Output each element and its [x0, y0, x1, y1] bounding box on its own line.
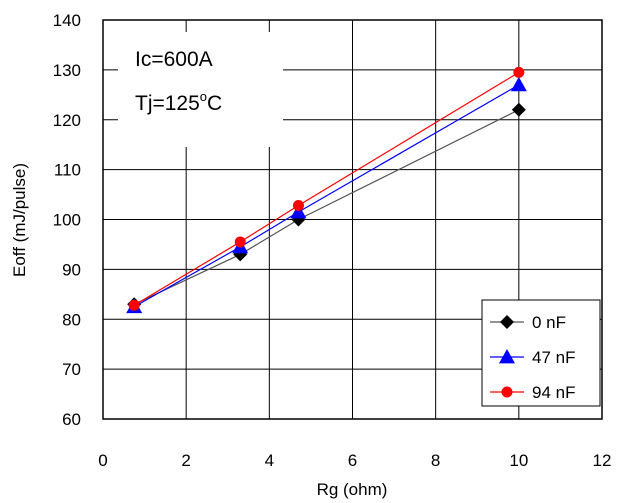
x-tick-labels: 0 2 4 6 8 10 12 — [98, 451, 611, 470]
x-tick-label: 12 — [593, 451, 612, 470]
y-tick-label: 140 — [53, 11, 81, 30]
x-tick-label: 8 — [431, 451, 440, 470]
legend-entry: 47 nF — [490, 348, 575, 367]
series-line — [133, 84, 520, 308]
legend-entry: 0 nF — [490, 313, 566, 332]
y-tick-label: 100 — [53, 211, 81, 230]
y-tick-labels: 60 70 80 90 100 110 120 130 140 — [53, 11, 81, 429]
x-tick-label: 0 — [98, 451, 107, 470]
y-tick-label: 130 — [53, 61, 81, 80]
legend-entry: 94 nF — [490, 383, 575, 402]
legend: 0 nF 47 nF 94 nF — [481, 299, 601, 407]
annotation-tj: Tj=125oC — [135, 89, 222, 115]
x-tick-label: 4 — [265, 451, 274, 470]
y-tick-label: 70 — [62, 360, 81, 379]
y-axis-label: Eoff (mJ/pulse) — [10, 163, 29, 277]
y-tick-label: 110 — [54, 161, 81, 180]
x-tick-label: 2 — [181, 451, 190, 470]
data-point — [510, 76, 527, 92]
y-tick-label: 90 — [62, 260, 81, 279]
data-series — [126, 66, 527, 314]
legend-label: 94 nF — [532, 383, 575, 402]
x-tick-label: 6 — [348, 451, 357, 470]
legend-marker — [501, 386, 513, 398]
annotation-ic: Ic=600A — [135, 48, 213, 71]
legend-box — [481, 299, 601, 407]
legend-marker — [500, 315, 514, 329]
data-point — [128, 299, 140, 311]
annotation-box — [118, 32, 283, 147]
series-line — [133, 71, 520, 306]
legend-marker — [499, 349, 515, 364]
legend-label: 47 nF — [532, 348, 575, 367]
data-point — [292, 200, 304, 212]
plot-area-border — [102, 19, 603, 420]
series-2 — [128, 66, 525, 311]
data-point — [234, 236, 246, 248]
y-tick-label: 120 — [53, 111, 81, 130]
data-point — [290, 204, 307, 219]
x-axis-label: Rg (ohm) — [317, 480, 388, 499]
y-tick-label: 80 — [62, 310, 81, 329]
data-point — [513, 66, 525, 78]
y-tick-label: 60 — [62, 410, 81, 429]
legend-label: 0 nF — [532, 313, 566, 332]
x-tick-label: 10 — [509, 451, 528, 470]
series-line — [133, 109, 520, 305]
data-point — [511, 102, 526, 117]
